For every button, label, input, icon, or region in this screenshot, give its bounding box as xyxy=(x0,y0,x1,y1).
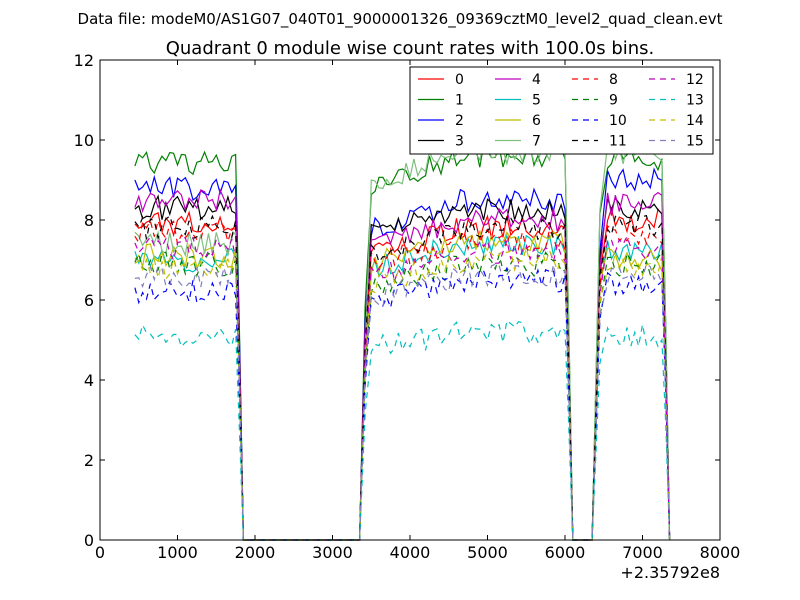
x-tick-label: 8000 xyxy=(700,543,741,562)
chart-title: Quadrant 0 module wise count rates with … xyxy=(166,38,655,59)
legend-label-6: 6 xyxy=(532,113,541,129)
legend-label-11: 11 xyxy=(609,134,627,150)
series-line-7 xyxy=(134,138,671,541)
series-line-15 xyxy=(134,261,671,541)
legend-label-12: 12 xyxy=(686,72,704,88)
x-tick-label: 6000 xyxy=(545,543,586,562)
legend-label-2: 2 xyxy=(455,113,464,129)
y-tick-label: 6 xyxy=(84,291,94,310)
legend-label-3: 3 xyxy=(455,134,464,150)
series-layer xyxy=(134,138,671,541)
legend-label-14: 14 xyxy=(686,113,704,129)
legend-label-0: 0 xyxy=(455,72,464,88)
series-line-13 xyxy=(134,319,671,541)
x-tick-label: 7000 xyxy=(622,543,663,562)
series-line-11 xyxy=(134,214,671,541)
legend-label-5: 5 xyxy=(532,93,541,109)
series-line-12 xyxy=(134,234,671,541)
x-tick-label: 2000 xyxy=(235,543,276,562)
legend-label-4: 4 xyxy=(532,72,541,88)
series-line-9 xyxy=(134,250,671,541)
legend-label-9: 9 xyxy=(609,93,618,109)
y-tick-label: 12 xyxy=(74,51,94,70)
series-line-10 xyxy=(134,266,671,541)
y-tick-label: 4 xyxy=(84,371,94,390)
x-tick-label: 0 xyxy=(95,543,105,562)
y-tick-label: 0 xyxy=(84,531,94,550)
ticks-layer: 0 1000 2000 3000 4000 5000 6000 7000 80000246810… xyxy=(74,51,741,562)
legend-label-15: 15 xyxy=(686,134,704,150)
series-line-14 xyxy=(134,246,671,541)
legend-label-7: 7 xyxy=(532,134,541,150)
x-tick-label: 5000 xyxy=(467,543,508,562)
x-tick-label: 3000 xyxy=(312,543,353,562)
y-tick-label: 2 xyxy=(84,451,94,470)
legend-label-1: 1 xyxy=(455,93,464,109)
series-line-4 xyxy=(134,188,671,541)
legend-label-8: 8 xyxy=(609,72,618,88)
x-tick-label: 1000 xyxy=(157,543,198,562)
legend-box xyxy=(409,66,714,155)
plot-frame xyxy=(99,59,721,541)
y-tick-label: 8 xyxy=(84,211,94,230)
x-tick-label: 4000 xyxy=(390,543,431,562)
x-offset-label: +2.35792e8 xyxy=(620,563,720,582)
y-tick-label: 10 xyxy=(74,131,94,150)
legend-label-10: 10 xyxy=(609,113,627,129)
legend-label-13: 13 xyxy=(686,93,704,109)
series-line-8 xyxy=(134,218,671,541)
data-file-label: Data file: modeM0/AS1G07_040T01_90000013… xyxy=(78,10,723,29)
